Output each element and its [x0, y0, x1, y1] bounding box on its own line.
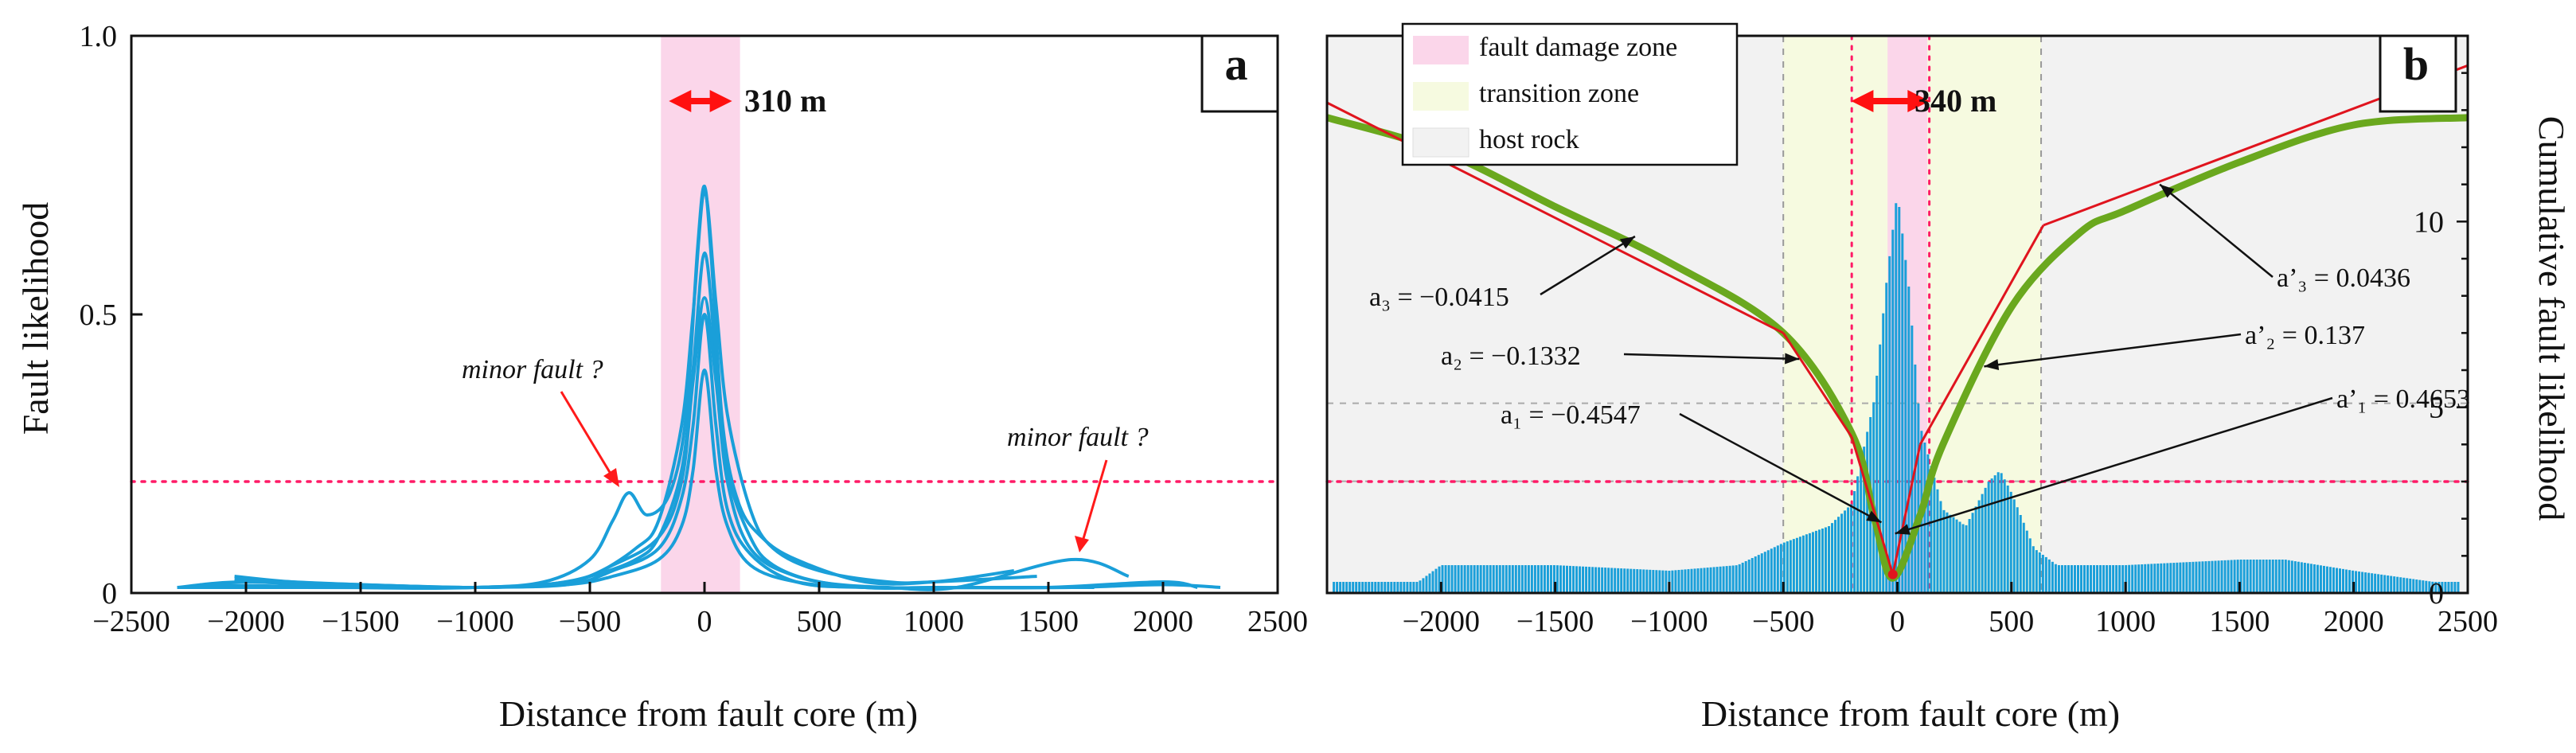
- legend-swatch-damage: [1413, 36, 1469, 64]
- minor-fault-arrow-2: [1081, 459, 1108, 542]
- fit-leader-arrowhead: [1895, 524, 1911, 535]
- fit-leader-line-6: [2159, 183, 2274, 278]
- panel-a-chart: −2500 −2000 −1500 −1000 −500 0 500 1000 1500 2000…: [80, 20, 1309, 638]
- panel-a-x-tick-label: 2000: [1133, 605, 1193, 638]
- fit-leader-line-1: [1540, 235, 1636, 296]
- panel-b-x-tick-label: 2000: [2324, 605, 2384, 638]
- fit-leader-line-2: [1623, 353, 1800, 361]
- panel-b-x-tick-label: −1000: [1630, 605, 1708, 638]
- panel-a-minor-fault-label-1: minor fault ?: [462, 355, 603, 384]
- legend-label-damage: fault damage zone: [1479, 33, 1677, 62]
- fit-line-segment-3: [1850, 436, 1895, 575]
- panel-b-x-tick-label: 500: [1989, 605, 2034, 638]
- legend-label-host: host rock: [1479, 125, 1579, 154]
- panel-b-x-tick-label: 0: [1890, 605, 1905, 638]
- fit-line-segment-4: [1891, 444, 1922, 575]
- fit-label-a2: a₂ = −0.1332: [1441, 341, 1581, 371]
- panel-b-y-tick-label: 0: [2429, 577, 2444, 611]
- fit-leader-arrowhead: [2160, 184, 2175, 198]
- panel-a-label-box: [1200, 34, 1279, 113]
- panel-b-y-axis-label: Cumulative fault likelihood: [2531, 116, 2572, 521]
- panel-a-x-axis-label: Distance from fault core (m): [499, 693, 918, 734]
- panel-a-x-tick-label: 0: [697, 605, 712, 638]
- width-arrow-head-right: [709, 90, 732, 112]
- minor-fault-arrow-1: [560, 391, 615, 478]
- panel-b-x-tick-label: 2500: [2437, 605, 2498, 638]
- panel-b-x-tick-label: −1500: [1516, 605, 1594, 638]
- fit-vertex-marker: [1887, 569, 1898, 579]
- width-arrow-head-left: [669, 90, 692, 112]
- panel-a-y-tick-label: 1.0: [80, 20, 118, 53]
- panel-a-label: a: [1225, 38, 1248, 90]
- fit-line-segment-5: [1918, 224, 2045, 446]
- legend-swatch-transition: [1413, 82, 1469, 111]
- panel-a-x-tick-label: 1500: [1018, 605, 1079, 638]
- panel-a-minor-fault-label-2: minor fault ?: [1007, 423, 1149, 452]
- minor-fault-arrow-head-1: [603, 468, 619, 487]
- panel-b-y-tick-label: 5: [2429, 392, 2444, 425]
- panel-a-y-tick-label: 0.5: [80, 298, 118, 332]
- panel-a-y-tick-label: 0: [102, 577, 117, 611]
- panel-a-y-axis-label: Fault likelihood: [15, 202, 56, 435]
- fit-leader-line-5: [1984, 333, 2242, 368]
- panel-a-x-tick-label: −2500: [92, 605, 170, 638]
- likelihood-curve-2: [234, 189, 1037, 590]
- panel-b-y-tick-label: 10: [2414, 205, 2444, 239]
- panel-b-chart: −2000 −1500 −1000 −500 0 500 1000 1500 2000 25000…: [1325, 22, 2498, 638]
- panel-a-x-tick-label: −1500: [322, 605, 399, 638]
- fit-leader-arrowhead: [1984, 359, 2000, 371]
- panel-b-x-tick-label: 1500: [2209, 605, 2270, 638]
- minor-fault-arrow-head-2: [1075, 536, 1089, 552]
- panel-b-width-label: 340 m: [1914, 83, 1996, 119]
- panel-b-label: b: [2403, 38, 2429, 90]
- likelihood-curve-1: [177, 184, 1015, 590]
- likelihood-curve-6: [291, 368, 1095, 590]
- panel-b-x-tick-label: 1000: [2095, 605, 2156, 638]
- legend-label-transition: transition zone: [1479, 79, 1639, 108]
- panel-a-x-tick-label: −500: [559, 605, 621, 638]
- panel-b-x-axis-label: Distance from fault core (m): [1701, 693, 2120, 734]
- fit-leader-arrowhead: [1866, 510, 1882, 523]
- width-arrow-head-left: [1851, 90, 1874, 112]
- panel-a-x-tick-label: 2500: [1247, 605, 1308, 638]
- legend-swatch-host: [1412, 127, 1469, 158]
- fit-leader-line-3: [1679, 412, 1883, 524]
- fit-label-a2-prime: a’₂ = 0.137: [2245, 321, 2365, 350]
- panel-b-label-box: [2379, 34, 2457, 113]
- fit-leader-line-4: [1895, 396, 2333, 535]
- fit-label-a3-prime: a’₃ = 0.0436: [2277, 263, 2410, 293]
- panel-a-x-tick-label: 1000: [904, 605, 964, 638]
- panel-b-x-tick-label: −500: [1752, 605, 1814, 638]
- fit-label-a3: a₃ = −0.0415: [1369, 283, 1509, 312]
- fit-line-segment-2: [1782, 332, 1853, 438]
- fit-label-a1: a₁ = −0.4547: [1501, 400, 1641, 430]
- cumulative-curve: [1325, 114, 2469, 582]
- fit-label-a1-prime: a’₁ = 0.4653: [2336, 384, 2470, 414]
- width-arrow-head-right: [1907, 90, 1930, 112]
- panel-a-width-label: 310 m: [744, 83, 826, 119]
- panel-b-x-tick-label: −2000: [1403, 605, 1480, 638]
- fit-leader-arrowhead: [1785, 353, 1800, 365]
- panel-a-x-tick-label: −1000: [436, 605, 513, 638]
- panel-a-x-tick-label: 500: [797, 605, 842, 638]
- panel-a-x-tick-label: −2000: [207, 605, 284, 638]
- fit-leader-arrowhead: [1619, 236, 1635, 249]
